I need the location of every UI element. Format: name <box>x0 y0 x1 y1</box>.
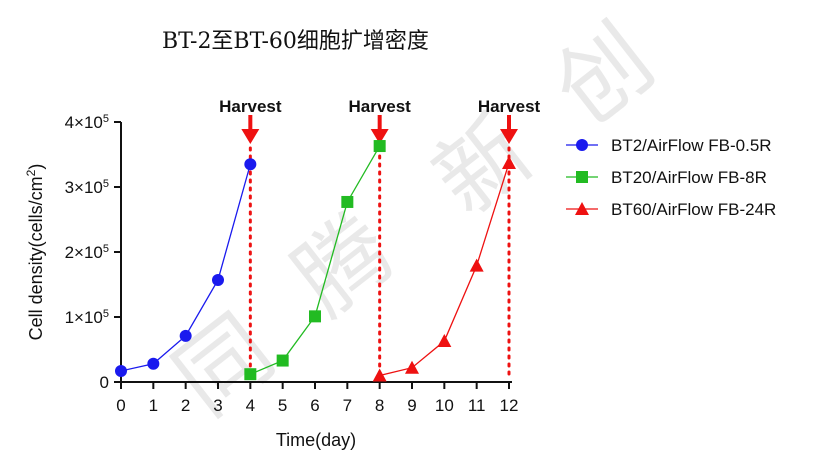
x-tick-label: 12 <box>500 396 519 415</box>
data-point <box>147 357 160 370</box>
y-axis-label: Cell density(cells/cm2) <box>24 164 46 341</box>
harvest-label: Harvest <box>219 97 282 116</box>
x-axis-label: Time(day) <box>276 430 356 450</box>
harvest-annotations: Harvest Harvest Harvest <box>219 97 541 382</box>
y-tick-label: 1×105 <box>65 308 109 327</box>
data-point <box>341 195 354 208</box>
x-tick-label: 5 <box>278 396 287 415</box>
x-tick-label: 3 <box>213 396 222 415</box>
legend: BT2/AirFlow FB-0.5R BT20/AirFlow FB-8R BT6… <box>566 136 776 219</box>
harvest-label: Harvest <box>478 97 541 116</box>
series-layer <box>115 140 516 382</box>
data-point <box>372 368 387 382</box>
legend-item: BT2/AirFlow FB-0.5R <box>566 136 772 155</box>
legend-label: BT20/AirFlow FB-8R <box>611 168 767 187</box>
y-tick-label: 2×105 <box>65 243 109 262</box>
x-tick-label: 8 <box>375 396 384 415</box>
x-tick-label: 4 <box>246 396 255 415</box>
harvest-label: Harvest <box>348 97 411 116</box>
x-tick-label: 9 <box>407 396 416 415</box>
legend-item: BT60/AirFlow FB-24R <box>566 200 776 219</box>
legend-item: BT20/AirFlow FB-8R <box>566 168 767 187</box>
x-tick-label: 6 <box>310 396 319 415</box>
y-ticks: 0 1×105 2×105 3×105 4×105 <box>65 113 121 392</box>
y-tick-label: 0 <box>100 373 109 392</box>
x-tick-label: 2 <box>181 396 190 415</box>
data-point <box>502 155 516 169</box>
y-tick-label: 3×105 <box>65 178 109 197</box>
data-point <box>437 334 452 348</box>
legend-label: BT2/AirFlow FB-0.5R <box>611 136 772 155</box>
harvest-arrow-head <box>370 129 389 144</box>
harvest-arrow-head <box>241 129 260 144</box>
data-point <box>244 158 257 171</box>
data-point <box>405 360 419 374</box>
x-tick-label: 11 <box>468 396 486 415</box>
x-ticks: 0 1 2 3 4 5 6 7 8 9 10 11 12 <box>116 382 518 415</box>
data-point <box>244 368 257 381</box>
data-point <box>373 140 386 153</box>
legend-marker <box>576 139 588 151</box>
harvest-arrow-head <box>500 129 518 144</box>
watermark-char-4: 创 <box>535 5 673 146</box>
series-square <box>244 140 386 381</box>
x-tick-label: 10 <box>435 396 454 415</box>
data-point <box>309 310 321 323</box>
series-circle <box>115 158 257 377</box>
chart-title: BT-2至BT-60细胞扩增密度 <box>162 29 429 54</box>
data-point <box>179 329 192 342</box>
data-point <box>212 273 224 286</box>
x-tick-label: 1 <box>149 396 158 415</box>
series-triangle <box>372 155 516 382</box>
legend-marker <box>576 171 588 183</box>
data-point <box>276 354 289 367</box>
legend-marker <box>575 202 589 215</box>
y-tick-label: 4×105 <box>65 113 109 132</box>
x-tick-label: 7 <box>343 396 352 415</box>
data-point <box>115 364 127 377</box>
x-tick-label: 0 <box>116 396 125 415</box>
data-point <box>469 258 484 272</box>
legend-label: BT60/AirFlow FB-24R <box>611 200 776 219</box>
